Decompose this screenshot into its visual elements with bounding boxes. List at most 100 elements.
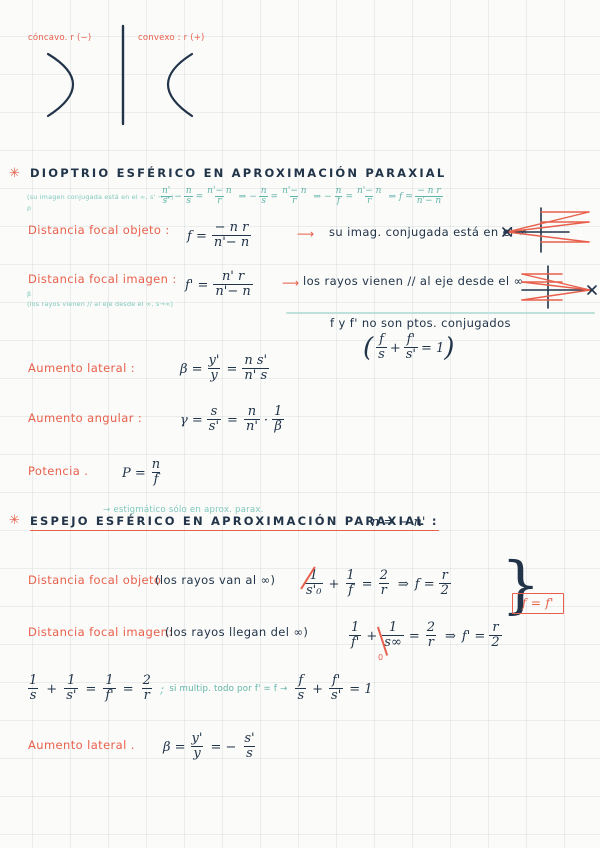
mfo-t3-den: r <box>378 582 389 598</box>
ang-a-num: s <box>210 404 218 419</box>
paren-close: ) <box>444 333 455 364</box>
focal-object-num: − n r <box>214 220 249 235</box>
chain-t5-num: n'− n <box>282 186 307 196</box>
mfi-res-den: 2 <box>489 634 502 650</box>
chain-t1-den: s' <box>160 196 172 207</box>
ang-c-num: 1 <box>274 404 283 419</box>
comb-eq3: = 1 <box>349 681 373 697</box>
chain-res-num: − n r <box>417 186 441 196</box>
chain-eq1: = <box>195 192 204 203</box>
mfi-plus: + <box>366 628 378 644</box>
mfi-t2-num: 1 <box>388 620 398 635</box>
power-label: Potencia . <box>28 464 89 478</box>
lat-a-num: y' <box>208 353 220 368</box>
mfo-t2-num: 1 <box>346 568 355 583</box>
section1-heading: DIOPTRIO ESFÉRICO EN APROXIMACIÓN PARAXI… <box>30 166 447 180</box>
focal-image-num: n' r <box>221 269 245 284</box>
comb-semicolon: ; <box>159 681 165 697</box>
boxed-f-equals-fprime: f = f' <box>512 593 564 614</box>
strike-zero-note: 0 <box>378 653 384 662</box>
ray-diagram-object-focus <box>502 207 590 253</box>
section2-bullet: ✳ <box>9 513 21 528</box>
nc-f2-num: f' <box>406 332 416 347</box>
mfo-t1-den: s'₀ <box>304 582 324 598</box>
section1-teal-rho: ρ <box>27 204 32 212</box>
focal-image-beta-mark: β <box>27 290 32 298</box>
concave-label: cóncavo. r (−) <box>28 33 92 43</box>
chain-t4-num: n <box>260 186 267 196</box>
comb-t2-den: s' <box>64 687 79 703</box>
chain-neg2: − <box>324 192 332 203</box>
ray-diagram-image-focus <box>521 265 597 309</box>
chain-t1-num: n' <box>162 186 171 196</box>
focal-image-den: n'− n <box>213 283 253 299</box>
mfi-t3-num: 2 <box>426 620 435 635</box>
mfo-res-den: 2 <box>438 582 451 598</box>
section2-teal-note: → estigmático sólo en aprox. parax. <box>103 505 264 515</box>
chain-neg: − <box>249 192 257 203</box>
comb-plus1: + <box>46 681 58 697</box>
mlat-a-num: y' <box>191 731 203 746</box>
lat-a-den: y <box>208 367 220 383</box>
chain-eq3: = <box>345 192 353 203</box>
mfi-t1-num: 1 <box>351 620 360 635</box>
mfo-res-num: r <box>441 568 448 583</box>
mfo-t2-den: f <box>346 582 355 598</box>
chain-t3-den: r <box>215 196 224 207</box>
lateral-mag-label: Aumento lateral : <box>28 361 136 375</box>
ang-c-den: β <box>272 418 284 434</box>
comb-eq2: = <box>122 681 134 697</box>
chain-t7-den: r <box>365 196 374 207</box>
brace-glyph: } <box>501 548 541 621</box>
nc-f2-den: s' <box>403 346 418 362</box>
mfo-t3-num: 2 <box>379 568 388 583</box>
focal-object-den: n'− n <box>211 234 252 250</box>
mirror-focal-image-label: Distancia focal imagen: <box>28 625 173 639</box>
nc-eq: = 1 <box>420 340 445 356</box>
comb-plus2: + <box>312 681 324 697</box>
section1-teal-note: (su imagen conjugada está en el ∞, s' → … <box>27 193 174 201</box>
convex-label: convexo : r (+) <box>138 33 205 43</box>
mlat-a-den: y <box>191 745 203 761</box>
chain-t7-num: n'− n <box>356 186 382 196</box>
chain-res-lhs: f = <box>399 192 413 203</box>
mfi-t2-den: s∞ <box>382 634 404 650</box>
focal-object-arrow: ⟶ <box>297 227 315 241</box>
chain-t3-num: n'− n <box>207 186 232 196</box>
nc-f1-num: f <box>379 332 384 347</box>
chain-res-den: n'− n <box>414 196 444 207</box>
comb-t5-num: f <box>298 673 304 688</box>
focal-image-comment: los rayos vienen // al eje desde el ∞ <box>303 274 524 288</box>
focal-image-var: f' = <box>185 277 209 293</box>
chain-t4-den: s <box>259 196 268 207</box>
angular-gamma: γ = <box>180 412 203 428</box>
chain-t2-num: n <box>185 186 192 196</box>
mlat-b-num: s' <box>244 731 255 746</box>
mfo-res: f = <box>414 576 435 592</box>
comb-eq1: = <box>85 681 97 697</box>
comb-t6-den: s' <box>329 687 344 703</box>
comb-t3-num: 1 <box>105 673 114 688</box>
mfi-t3-den: r <box>425 634 436 650</box>
focal-object-var: f = <box>187 228 207 244</box>
angular-mag-label: Aumento angular : <box>28 411 143 425</box>
comb-t2-num: 1 <box>67 673 76 688</box>
mfi-res: f' = <box>461 628 486 644</box>
chain-imp1: ⇒ <box>238 192 247 203</box>
comb-teal-text: si multip. todo por f' = f → <box>169 683 288 694</box>
chain-eq2: = <box>270 192 279 203</box>
ang-dot: · <box>263 412 269 428</box>
mlat-beta: β = <box>163 739 186 755</box>
chain-imp2: ⇒ <box>313 192 322 203</box>
mfo-imp: ⇒ <box>397 576 409 592</box>
section2-condition: n = − n' <box>371 515 426 530</box>
nc-f1-den: s <box>376 346 387 362</box>
chain-t6-den: f <box>334 196 343 207</box>
lat-eq: = <box>226 361 238 377</box>
power-den: f <box>151 471 161 487</box>
